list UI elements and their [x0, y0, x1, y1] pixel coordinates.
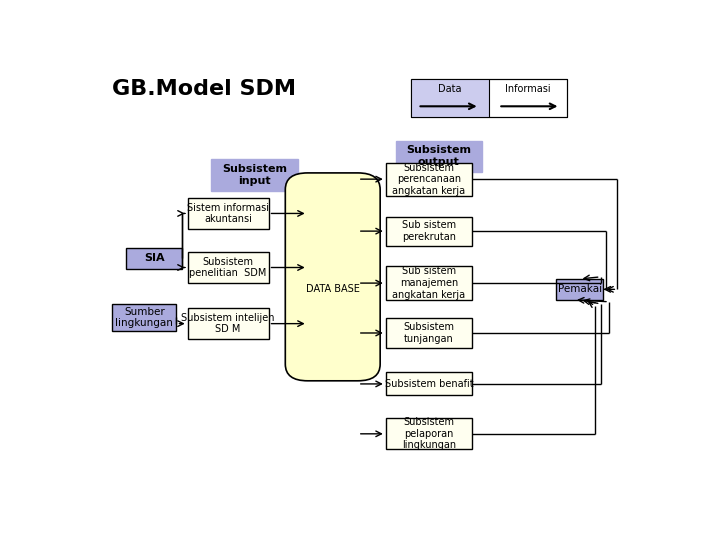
Bar [386, 373, 472, 395]
Text: Subsistem intelijen
SD M: Subsistem intelijen SD M [181, 313, 275, 334]
Text: Data: Data [438, 84, 462, 94]
Bar [386, 163, 472, 196]
Bar [386, 217, 472, 246]
Text: Sub sistem
perekrutan: Sub sistem perekrutan [402, 220, 456, 242]
Bar [112, 304, 176, 331]
Text: Subsistem
pelaporan
lingkungan: Subsistem pelaporan lingkungan [402, 417, 456, 450]
Bar [188, 252, 269, 283]
Text: Subsistem
penelitian  SDM: Subsistem penelitian SDM [189, 256, 267, 278]
Bar [411, 79, 567, 117]
Bar [188, 198, 269, 229]
Bar [386, 418, 472, 449]
Text: Subsistem
perencanaan
angkatan kerja: Subsistem perencanaan angkatan kerja [392, 163, 466, 195]
Text: Informasi: Informasi [505, 84, 551, 94]
Text: GB.Model SDM: GB.Model SDM [112, 79, 297, 99]
Bar [411, 79, 489, 117]
Text: Subsistem benafit: Subsistem benafit [384, 379, 473, 389]
Text: Subsistem
output: Subsistem output [406, 145, 472, 167]
Bar [386, 266, 472, 300]
Text: DATA BASE: DATA BASE [306, 285, 360, 294]
Text: Subsistem
input: Subsistem input [222, 164, 287, 186]
Bar [386, 319, 472, 348]
Text: Pemakai: Pemakai [557, 285, 602, 294]
Text: Sub sistem
manajemen
angkatan kerja: Sub sistem manajemen angkatan kerja [392, 267, 466, 300]
Text: SIA: SIA [144, 253, 164, 263]
Bar [126, 248, 182, 268]
Text: Sumber
lingkungan: Sumber lingkungan [115, 307, 174, 328]
Bar [212, 159, 298, 191]
Bar [411, 79, 567, 117]
Text: Subsistem
tunjangan: Subsistem tunjangan [403, 322, 454, 344]
Text: Sistem informasi
akuntansi: Sistem informasi akuntansi [187, 202, 269, 224]
Bar [188, 308, 269, 339]
FancyBboxPatch shape [285, 173, 380, 381]
Bar [395, 141, 482, 172]
Bar [556, 279, 603, 300]
